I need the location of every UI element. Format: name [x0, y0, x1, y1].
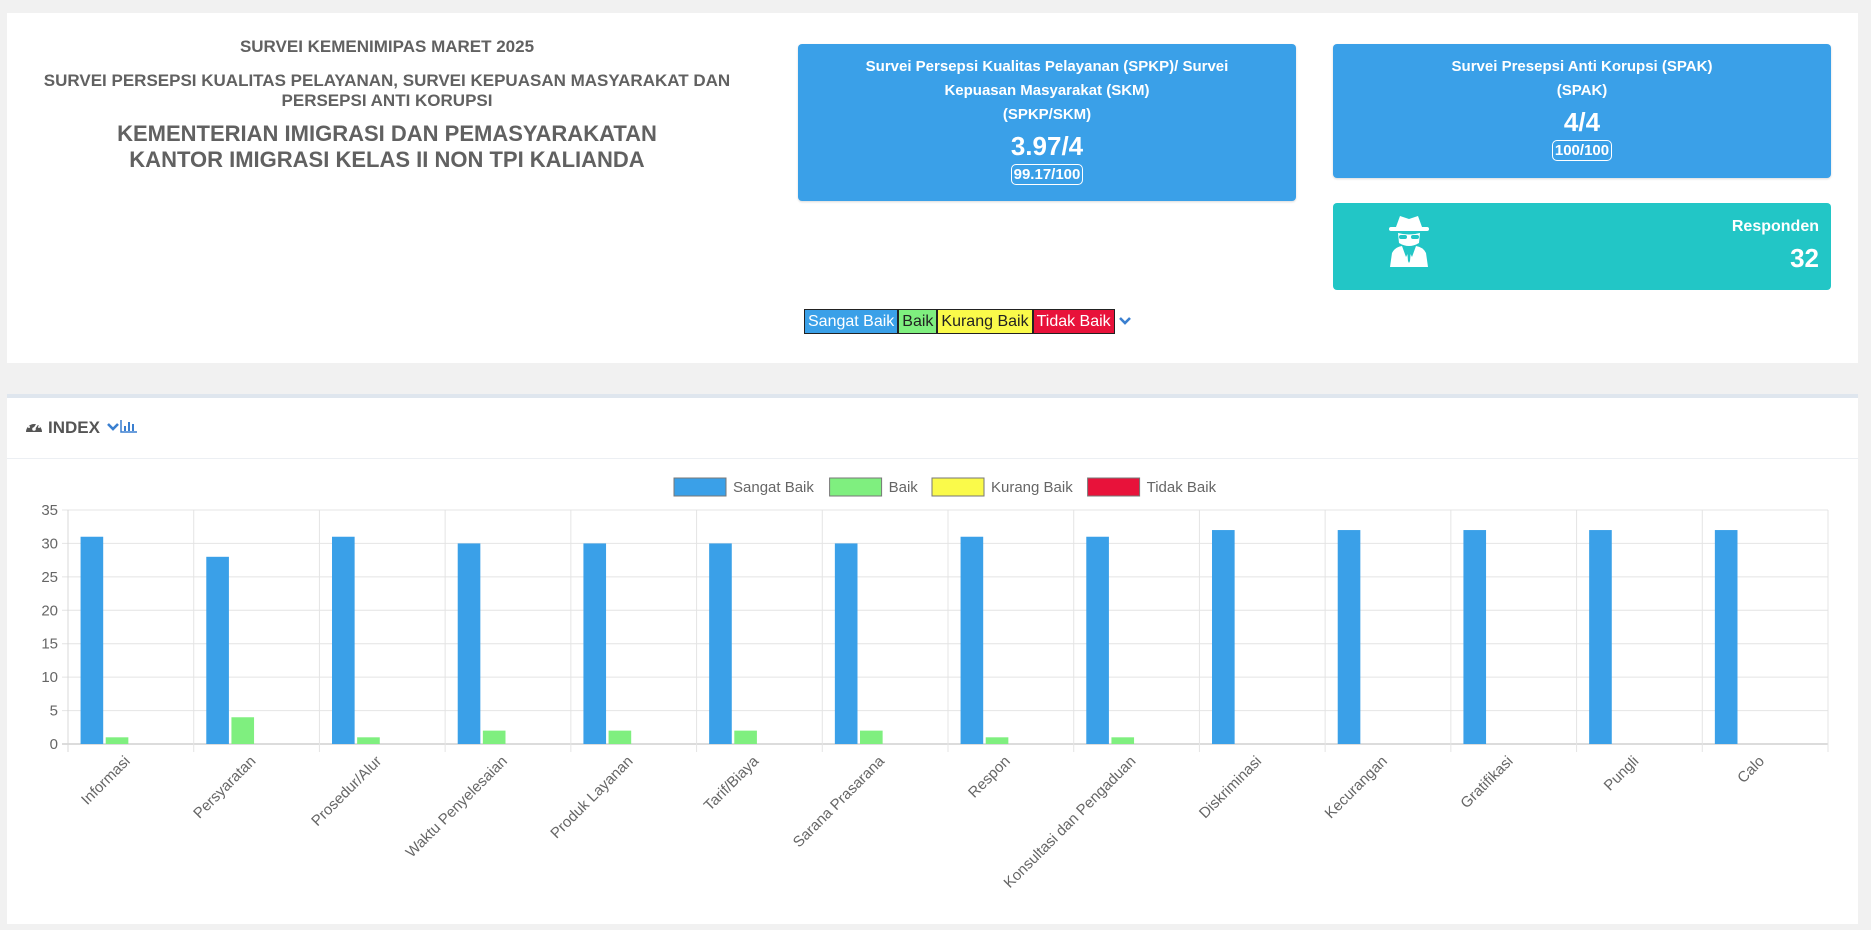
summary-panel: SURVEI KEMENIMIPAS MARET 2025 SURVEI PER…: [7, 13, 1858, 363]
x-tick-label: Waktu Penyelesaian: [403, 753, 511, 861]
y-tick-label: 5: [50, 703, 58, 720]
bar-sangat-baik: [583, 543, 607, 744]
x-tick-label: Sarana Prasarana: [790, 752, 889, 851]
respondents-count: 32: [1790, 243, 1819, 273]
legend-sangat-baik: Sangat Baik: [804, 309, 899, 334]
agency-name: KEMENTERIAN IMIGRASI DAN PEMASYARAKATAN …: [37, 121, 737, 173]
agency-line-2: KANTOR IMIGRASI KELAS II NON TPI KALIAND…: [129, 147, 645, 172]
legend-label: Sangat Baik: [733, 479, 814, 496]
x-tick-label: Produk Layanan: [547, 753, 636, 842]
skm-score-card: Survei Persepsi Kualitas Pelayanan (SPKP…: [798, 44, 1296, 201]
bar-sangat-baik: [1086, 536, 1109, 744]
x-tick-label: Persyaratan: [190, 753, 259, 822]
legend-swatch: [1087, 477, 1141, 497]
spak-score-badge: 100/100: [1551, 140, 1613, 161]
bar-chart-icon[interactable]: [120, 419, 138, 438]
bar-baik: [608, 730, 632, 744]
bar-baik: [985, 737, 1009, 744]
legend-kurang-baik: Kurang Baik: [937, 309, 1033, 334]
y-tick-label: 15: [41, 636, 58, 653]
bar-sangat-baik: [1463, 530, 1487, 744]
x-tick-label: Informasi: [78, 753, 134, 809]
x-tick-label: Gratifikasi: [1457, 753, 1516, 812]
bar-sangat-baik: [332, 536, 355, 744]
legend-label: Tidak Baik: [1147, 479, 1217, 496]
survey-subtitle: SURVEI PERSEPSI KUALITAS PELAYANAN, SURV…: [43, 71, 731, 110]
skm-title-line-3: (SPKP/SKM): [1002, 106, 1092, 123]
skm-title-line-1: Survei Persepsi Kualitas Pelayanan (SPKP…: [865, 58, 1229, 75]
bar-baik: [734, 730, 757, 744]
legend-swatch: [829, 477, 883, 497]
x-tick-label: Konsultasi dan Pengaduan: [1001, 753, 1140, 892]
y-tick-label: 30: [41, 535, 58, 552]
legend-swatch: [931, 477, 985, 497]
spak-title-line-2: (SPAK): [1556, 82, 1608, 99]
legend-swatch: [673, 477, 727, 497]
x-tick-label: Tarif/Biaya: [701, 752, 763, 814]
bar-baik: [231, 717, 255, 744]
bar-baik: [357, 737, 380, 744]
bar-baik: [105, 737, 129, 744]
legend-tidak-baik: Tidak Baik: [1032, 309, 1115, 334]
index-tools: [106, 419, 138, 438]
x-tick-label: Diskriminasi: [1196, 753, 1265, 822]
index-panel: INDEX 0 5 10 15 20 25 30 35 Informasi Persyaratan…: [7, 394, 1858, 924]
bar-sangat-baik: [834, 543, 858, 744]
legend-baik: Baik: [898, 309, 938, 334]
dashboard-icon: [25, 418, 43, 438]
legend-label: Baik: [889, 479, 919, 496]
bar-sangat-baik: [80, 536, 104, 744]
bar-sangat-baik: [206, 556, 229, 744]
respondents-label: Responden: [1731, 218, 1819, 235]
index-header: INDEX: [7, 398, 1858, 459]
x-tick-label: Pungli: [1601, 753, 1643, 795]
index-bar-chart: 0 5 10 15 20 25 30 35 Informasi Persyaratan Prosed…: [41, 477, 1829, 892]
spak-score-card: Survei Presepsi Anti Korupsi (SPAK) (SPA…: [1333, 44, 1831, 178]
agency-line-1: KEMENTERIAN IMIGRASI DAN PEMASYARAKATAN: [117, 121, 657, 146]
bar-sangat-baik: [1714, 530, 1738, 744]
bar-sangat-baik: [1589, 530, 1612, 744]
y-tick-label: 25: [41, 569, 58, 586]
survey-title: SURVEI KEMENIMIPAS MARET 2025: [239, 37, 535, 56]
bar-baik: [860, 730, 883, 744]
bar-sangat-baik: [1337, 530, 1361, 744]
x-tick-label: Respon: [965, 753, 1014, 802]
index-title: INDEX: [48, 418, 100, 437]
legend-label: Kurang Baik: [991, 479, 1073, 496]
y-tick-label: 10: [41, 669, 58, 686]
bar-sangat-baik: [709, 543, 732, 744]
skm-score-badge: 99.17/100: [1010, 164, 1084, 185]
bar-baik: [1111, 737, 1135, 744]
rating-legend: Sangat Baik Baik Kurang Baik Tidak Baik: [804, 309, 1132, 334]
x-tick-label: Calo: [1734, 753, 1768, 787]
skm-score: 3.97/4: [1010, 131, 1084, 161]
bar-baik: [482, 730, 506, 744]
spak-title-line-1: Survei Presepsi Anti Korupsi (SPAK): [1451, 58, 1713, 75]
y-tick-label: 0: [50, 736, 58, 753]
bar-sangat-baik: [1212, 530, 1235, 744]
bar-sangat-baik: [457, 543, 481, 744]
respondents-card: Responden 32: [1333, 203, 1831, 290]
y-tick-label: 20: [41, 602, 58, 619]
y-tick-label: 35: [41, 502, 58, 519]
spak-score: 4/4: [1563, 107, 1601, 137]
chevron-down-icon[interactable]: [1118, 313, 1132, 331]
skm-title-line-2: Kepuasan Masyarakat (SKM): [944, 82, 1150, 99]
x-tick-label: Kecurangan: [1322, 753, 1391, 822]
index-chart-area: 0 5 10 15 20 25 30 35 Informasi Persyaratan Prosed…: [7, 460, 1858, 930]
x-tick-label: Prosedur/Alur: [308, 753, 385, 830]
user-secret-icon: [1387, 213, 1431, 272]
heading-block: SURVEI KEMENIMIPAS MARET 2025 SURVEI PER…: [37, 37, 737, 173]
chevron-down-icon[interactable]: [106, 419, 120, 437]
bar-sangat-baik: [960, 536, 984, 744]
